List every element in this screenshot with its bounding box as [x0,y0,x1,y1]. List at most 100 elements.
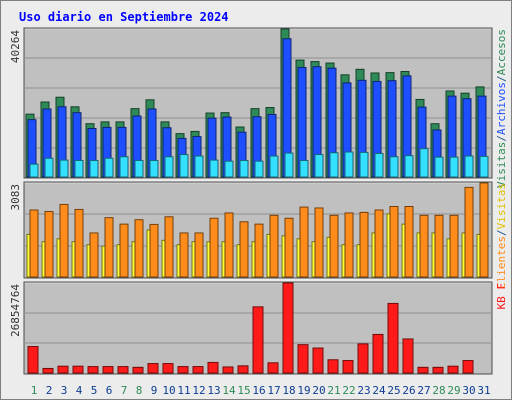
bar-clients-day-3 [59,203,69,278]
bar-kbytes-day-26 [402,338,414,374]
bar-clients-day-18 [284,217,294,278]
bar-clients-day-21 [329,214,339,278]
bar-clients-day-16 [254,223,264,278]
day-label-5: 5 [91,384,98,397]
day-label-27: 27 [417,384,430,397]
bar-hits-day-7 [119,156,129,178]
bar-hits-day-23 [359,151,369,178]
bar-clients-day-19 [299,206,309,278]
bar-clients-day-9 [149,223,159,278]
bar-kbytes-day-1 [27,346,39,374]
bar-kbytes-day-27 [417,366,429,374]
ymax-label: 3083 [9,184,22,211]
panel-legend: KB F [495,283,508,310]
day-label-1: 1 [31,384,38,397]
bar-clients-day-29 [449,214,459,278]
bar-hits-day-27 [419,148,429,178]
bar-kbytes-day-7 [117,366,129,374]
day-label-17: 17 [267,384,280,397]
bar-kbytes-day-8 [132,366,144,374]
bar-clients-day-22 [344,212,354,278]
bar-kbytes-day-17 [267,362,279,374]
day-label-31: 31 [477,384,490,397]
bar-hits-day-21 [329,152,339,178]
bar-kbytes-day-21 [327,359,339,374]
day-label-10: 10 [162,384,175,397]
bar-kbytes-day-24 [372,333,384,374]
bar-clients-day-26 [404,206,414,278]
day-label-29: 29 [447,384,460,397]
bar-kbytes-day-15 [237,365,249,374]
bar-kbytes-day-16 [252,306,264,374]
bar-hits-day-2 [44,157,54,178]
day-label-6: 6 [106,384,113,397]
day-label-4: 4 [76,384,83,397]
bar-hits-day-16 [254,160,264,178]
bar-hits-day-28 [434,156,444,178]
legend-entry: / [495,229,508,236]
bar-kbytes-day-5 [87,366,99,374]
bar-kbytes-day-3 [57,365,69,374]
legend-entry: Visitas [495,183,508,229]
bar-hits-day-18 [284,152,294,178]
bar-hits-day-8 [134,159,144,178]
bar-kbytes-day-9 [147,363,159,374]
day-label-28: 28 [432,384,445,397]
legend-entry: / [495,135,508,142]
bar-clients-day-7 [119,223,129,278]
chart-title: Uso diario en Septiembre 2024 [19,10,229,24]
bar-kbytes-day-2 [42,367,54,374]
bar-clients-day-10 [164,216,174,278]
bar-clients-day-2 [44,210,54,278]
bar-kbytes-day-22 [342,360,354,374]
day-label-24: 24 [372,384,386,397]
bar-hits-day-13 [209,159,219,178]
bar-clients-day-28 [434,214,444,278]
legend-entry: Visitas [495,142,508,188]
panel-legend: Clientes/Visitas [495,183,508,289]
bar-kbytes-day-10 [162,363,174,374]
day-label-2: 2 [46,384,53,397]
day-label-11: 11 [177,384,190,397]
bar-clients-day-4 [74,208,84,278]
bar-hits-day-3 [59,159,69,178]
day-label-16: 16 [252,384,265,397]
bar-clients-day-17 [269,214,279,278]
bar-kbytes-day-18 [282,282,294,374]
bar-hits-day-12 [194,155,204,178]
day-label-25: 25 [387,384,400,397]
bar-hits-day-24 [374,152,384,178]
bar-clients-day-14 [224,212,234,278]
ymax-label: 40264 [9,30,22,63]
bar-clients-day-8 [134,219,144,278]
day-label-14: 14 [222,384,236,397]
bar-hits-day-9 [149,159,159,178]
bar-kbytes-day-23 [357,343,369,374]
bar-hits-day-1 [29,163,39,178]
day-label-18: 18 [282,384,295,397]
day-label-26: 26 [402,384,415,397]
bar-clients-day-1 [29,209,39,278]
bar-hits-day-26 [404,155,414,178]
bar-hits-day-17 [269,155,279,178]
day-label-8: 8 [136,384,143,397]
bar-clients-day-13 [209,217,219,278]
bar-hits-day-11 [179,154,189,178]
legend-entry: Accesos [495,29,508,75]
day-label-21: 21 [327,384,340,397]
day-label-20: 20 [312,384,325,397]
day-label-30: 30 [462,384,475,397]
bar-kbytes-day-12 [192,366,204,374]
bar-hits-day-10 [164,156,174,178]
bar-kbytes-day-30 [462,360,474,374]
day-label-12: 12 [192,384,205,397]
bar-clients-day-11 [179,232,189,278]
bar-clients-day-24 [374,209,384,278]
day-label-9: 9 [151,384,158,397]
legend-entry: Clientes [495,236,508,289]
bar-kbytes-day-19 [297,344,309,374]
bar-kbytes-day-20 [312,347,324,374]
bar-hits-day-14 [224,160,234,178]
day-label-19: 19 [297,384,310,397]
